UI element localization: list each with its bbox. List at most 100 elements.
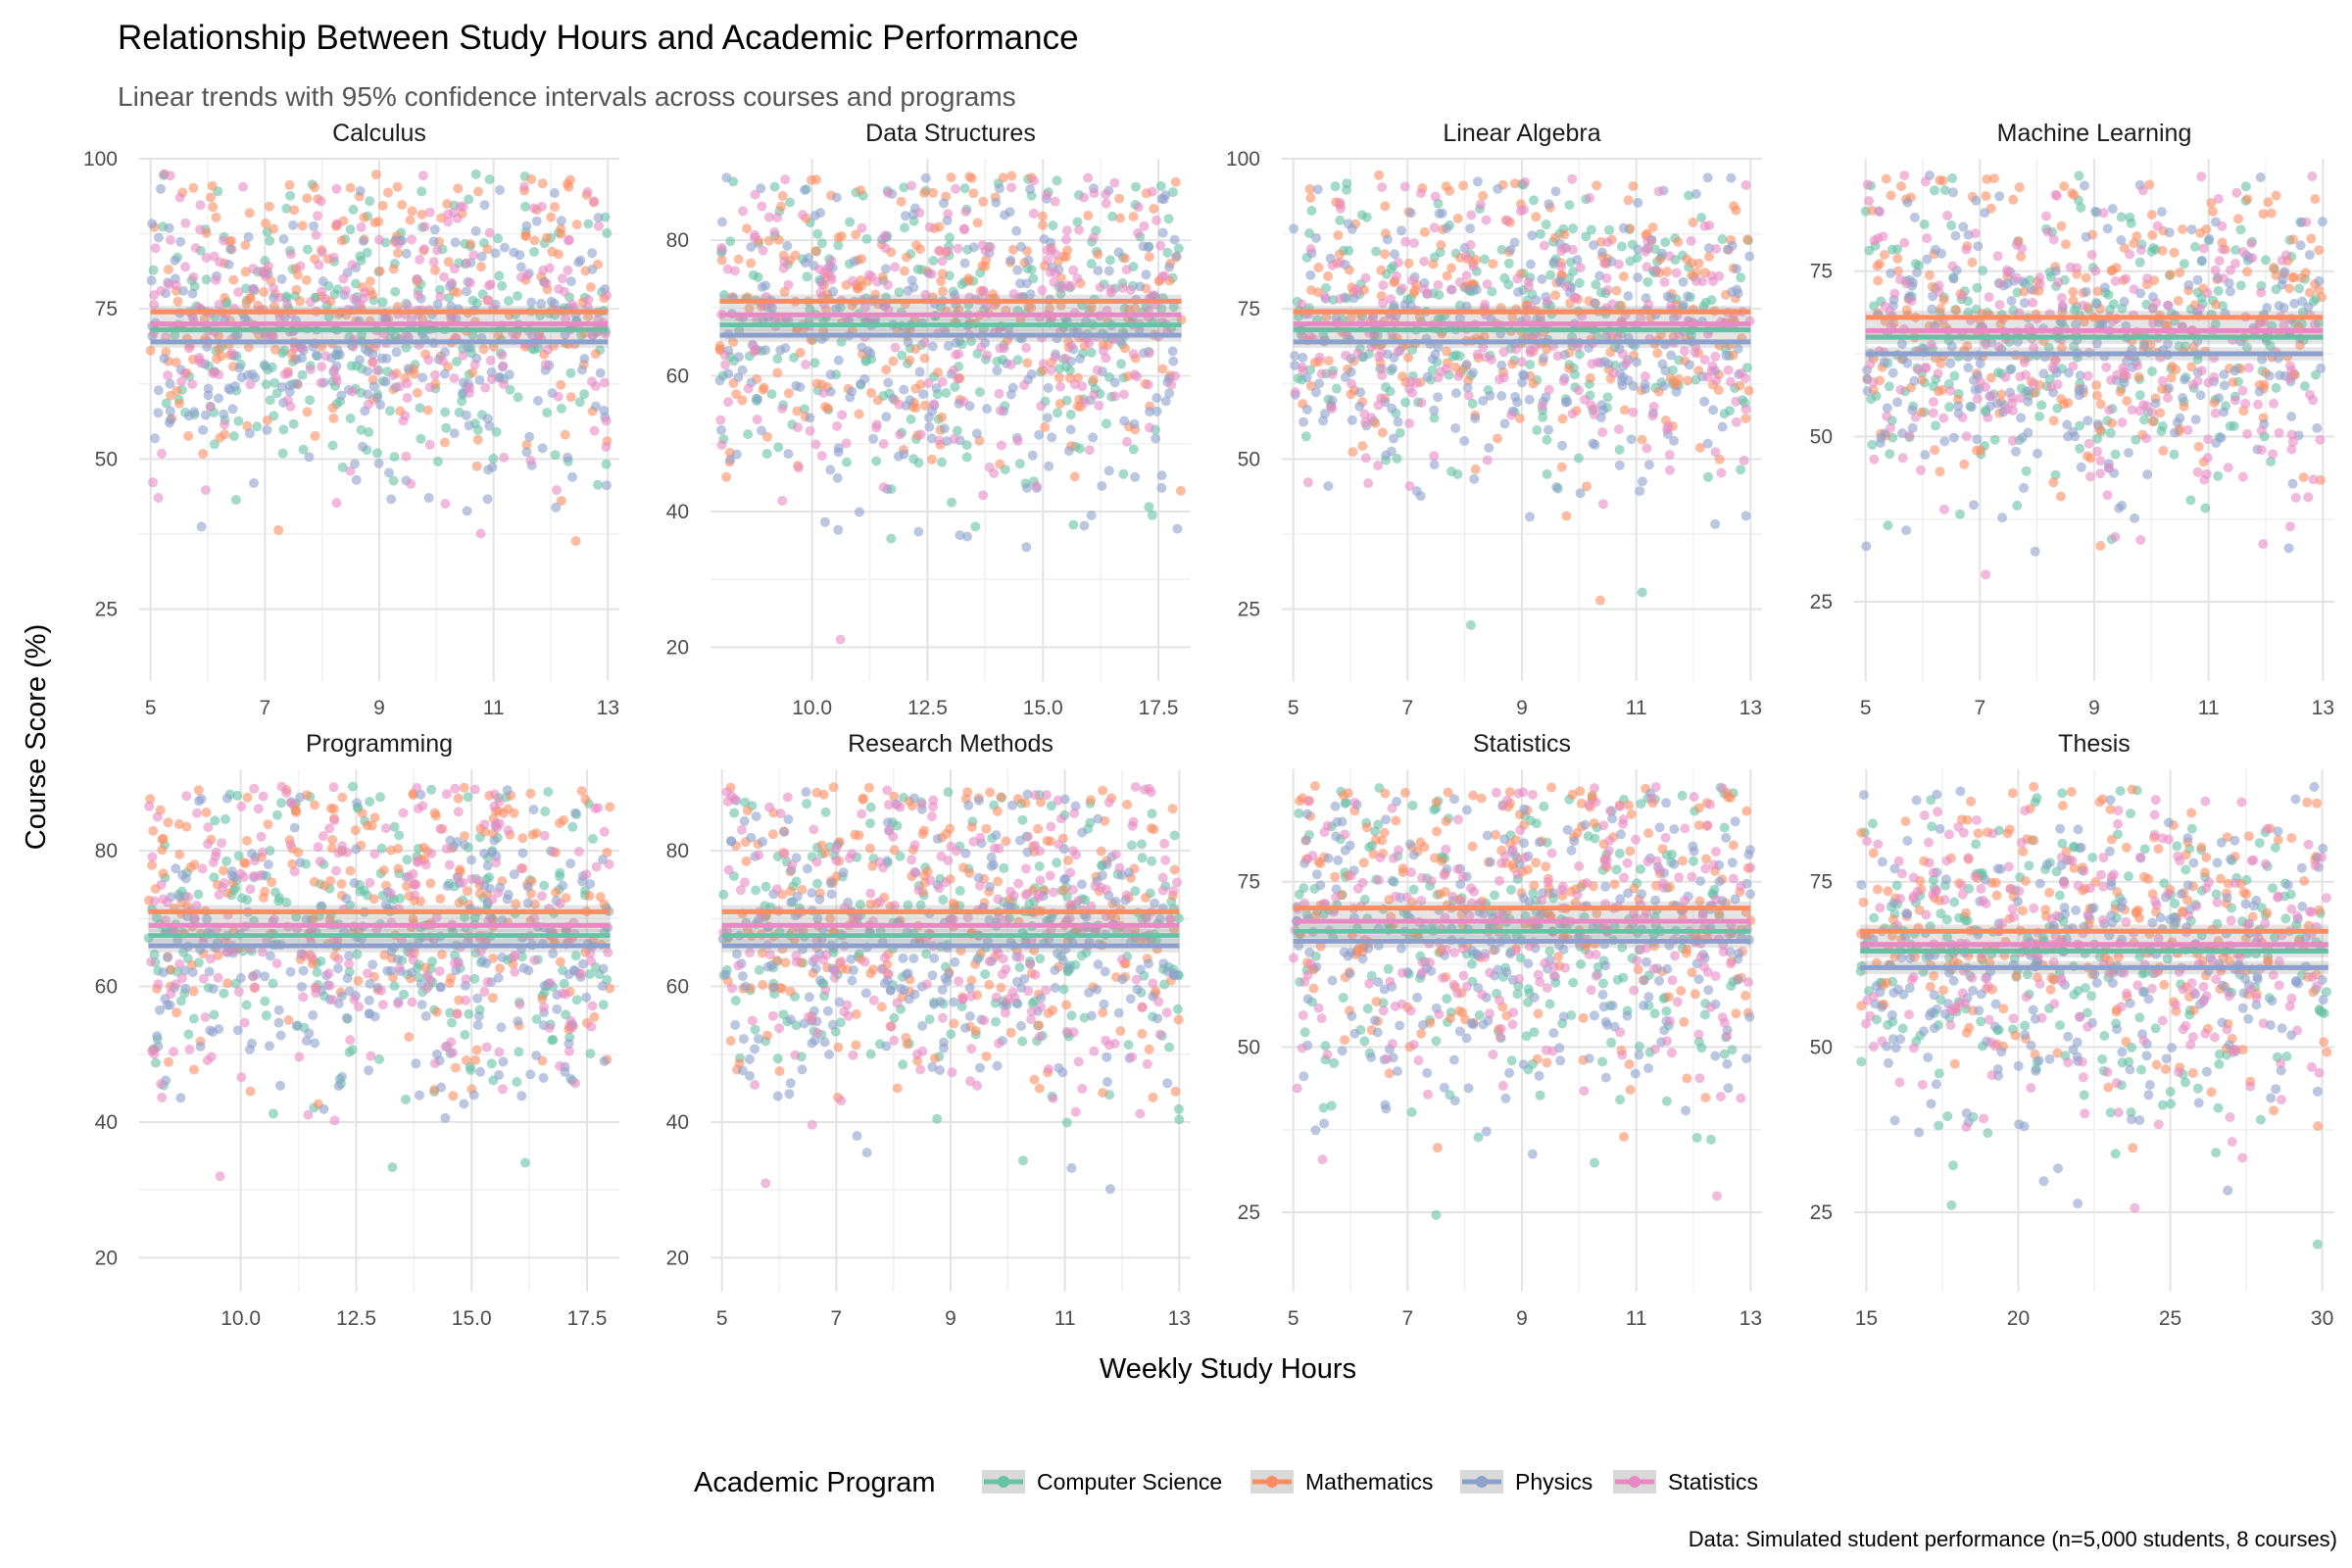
data-point	[757, 201, 767, 212]
data-point	[757, 425, 766, 436]
data-point	[1039, 234, 1050, 244]
data-point	[410, 890, 420, 901]
data-point	[819, 516, 830, 527]
data-point	[517, 833, 528, 844]
data-point	[525, 1069, 536, 1080]
data-point	[424, 207, 435, 218]
data-point	[1733, 288, 1743, 299]
data-point	[556, 216, 566, 226]
data-point	[1427, 354, 1438, 365]
data-point	[2286, 412, 2297, 421]
data-point	[964, 172, 975, 182]
x-tick-label: 13	[2312, 697, 2334, 719]
data-point	[1305, 365, 1316, 375]
data-point	[2126, 218, 2136, 228]
data-point	[777, 404, 788, 414]
data-point	[1632, 253, 1642, 264]
data-point	[552, 485, 562, 496]
data-point	[810, 439, 821, 450]
data-point	[521, 447, 532, 458]
x-tick-label: 17.5	[567, 1307, 608, 1330]
data-point	[2258, 209, 2269, 220]
data-point	[1006, 171, 1017, 181]
data-point	[462, 506, 472, 516]
data-point	[1388, 364, 1397, 373]
data-point	[769, 181, 780, 192]
data-point	[1636, 313, 1646, 323]
data-point	[1043, 382, 1054, 393]
data-point	[368, 381, 379, 392]
data-point	[327, 403, 338, 414]
data-point	[1662, 424, 1673, 435]
data-point	[584, 891, 595, 902]
x-tick-label: 13	[597, 697, 619, 719]
data-point	[1868, 377, 1879, 387]
data-point	[1063, 446, 1074, 457]
data-point	[865, 348, 876, 359]
y-tick-label: 75	[1238, 298, 1260, 320]
data-point	[2147, 416, 2158, 427]
data-point	[816, 238, 827, 249]
data-point	[492, 822, 503, 833]
data-point	[147, 859, 158, 870]
data-point	[949, 433, 959, 444]
data-point	[901, 211, 910, 221]
data-point	[253, 804, 264, 814]
data-point	[446, 277, 457, 288]
data-point	[513, 392, 523, 403]
data-point	[473, 875, 484, 886]
data-point	[407, 234, 416, 245]
data-point	[2256, 445, 2267, 456]
data-point	[1711, 375, 1722, 386]
data-point	[1591, 279, 1601, 290]
data-point	[1554, 275, 1565, 286]
data-point	[2075, 443, 2085, 454]
data-point	[240, 240, 251, 251]
data-point	[878, 439, 889, 449]
data-point	[1149, 204, 1159, 214]
data-point	[324, 823, 335, 834]
data-point	[1618, 349, 1628, 360]
data-point	[416, 1000, 427, 1010]
data-point	[1055, 381, 1065, 392]
data-point	[943, 246, 954, 257]
data-point	[493, 233, 504, 244]
data-point	[1170, 370, 1180, 381]
data-point	[563, 452, 573, 463]
data-point	[459, 782, 469, 793]
data-point	[1726, 376, 1737, 387]
data-point	[600, 212, 611, 222]
data-point	[1652, 348, 1663, 359]
data-point	[777, 496, 788, 506]
data-point	[148, 825, 159, 836]
data-point	[1404, 481, 1415, 491]
data-point	[341, 1012, 352, 1023]
data-point	[588, 834, 598, 844]
data-point	[2185, 495, 2196, 506]
data-point	[2156, 207, 2167, 218]
data-point	[583, 219, 594, 229]
data-point	[391, 347, 402, 358]
data-point	[165, 406, 175, 416]
data-point	[1690, 347, 1700, 358]
data-point	[190, 243, 201, 253]
data-point	[542, 344, 553, 355]
data-point	[1590, 298, 1600, 309]
data-point	[250, 982, 261, 993]
y-tick-label: 20	[666, 636, 689, 659]
data-point	[1557, 414, 1568, 424]
data-point	[570, 1078, 581, 1089]
data-point	[529, 203, 539, 214]
data-point	[351, 844, 362, 855]
data-point	[978, 490, 989, 501]
data-point	[363, 366, 372, 376]
data-point	[537, 891, 547, 902]
data-point	[486, 1058, 497, 1069]
data-point	[207, 180, 218, 191]
data-point	[906, 180, 916, 191]
data-point	[1086, 510, 1097, 520]
data-point	[2090, 266, 2101, 276]
data-point	[910, 344, 921, 355]
data-point	[1162, 247, 1173, 258]
